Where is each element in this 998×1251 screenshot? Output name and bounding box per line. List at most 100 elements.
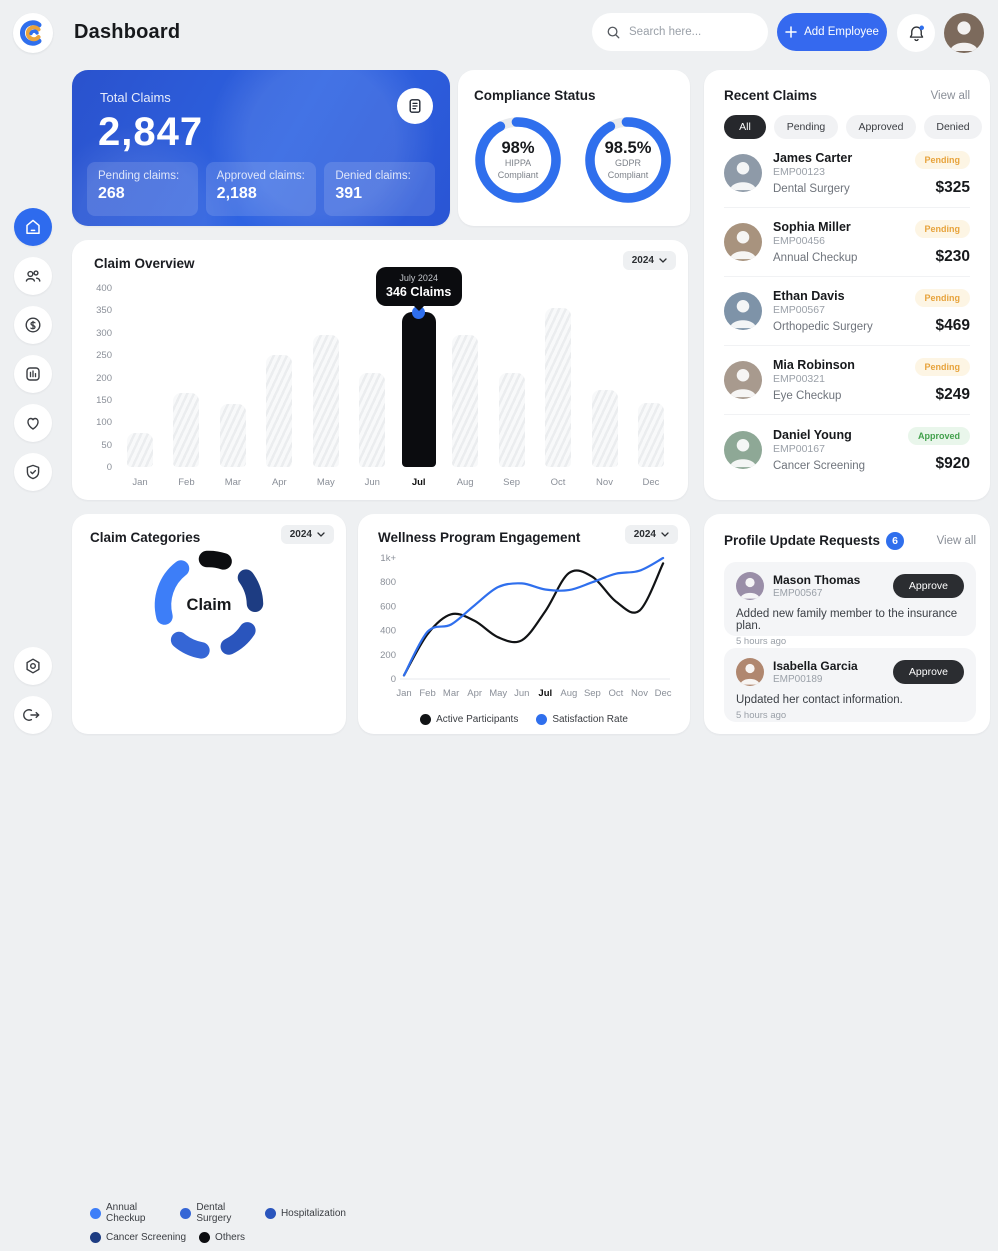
chart-tooltip: July 2024 346 Claims xyxy=(375,267,462,311)
svg-text:Jun: Jun xyxy=(514,688,529,699)
logo-icon xyxy=(20,20,42,46)
avatar-photo xyxy=(944,13,984,53)
x-axis-tick: Jul xyxy=(411,477,426,488)
total-claims-card: Total Claims 2,847 Pending claims: 268 App… xyxy=(72,70,450,226)
request-header: Mason Thomas EMP00567 Approve xyxy=(736,572,964,600)
svg-text:200: 200 xyxy=(380,650,396,661)
profile-request-card: Isabella Garcia EMP00189 Approve Updated he… xyxy=(724,648,976,722)
bar-feb[interactable] xyxy=(173,393,200,467)
claim-right: Pending $230 xyxy=(914,219,970,266)
wellness-card: Wellness Program Engagement 2024 0 200 400… xyxy=(358,514,690,734)
bar-sep[interactable] xyxy=(498,373,525,467)
x-axis-tick: Oct xyxy=(550,477,566,488)
claim-row[interactable]: Mia Robinson EMP00321 Eye Checkup Pending $2… xyxy=(724,346,970,415)
donut-slice-dental-surgery[interactable] xyxy=(170,631,210,659)
claim-amount: $920 xyxy=(935,455,970,472)
requests-count-badge: 6 xyxy=(886,532,905,550)
y-axis-tick: 350 xyxy=(96,305,112,317)
stat-value: 2,188 xyxy=(216,185,257,202)
recent-claims-view-all-link[interactable]: View all xyxy=(930,89,970,102)
claim-avatar xyxy=(724,361,762,399)
claim-overview-card: Claim Overview 2024 400 350 300 250 200 150 10… xyxy=(72,240,688,500)
profile-requests-view-all-link[interactable]: View all xyxy=(936,535,976,547)
bar-apr[interactable] xyxy=(266,355,293,467)
approve-button[interactable]: Approve xyxy=(892,574,964,598)
claim-overview-year-dropdown[interactable]: 2024 xyxy=(622,251,676,270)
claim-row[interactable]: Ethan Davis EMP00567 Orthopedic Surgery Pen… xyxy=(724,277,970,346)
claim-categories-card: Claim Categories 2024 Claim Annual Check… xyxy=(72,514,346,1243)
filter-chip-approved[interactable]: Approved xyxy=(846,115,916,139)
app-logo[interactable] xyxy=(13,13,53,53)
request-name: Mason Thomas xyxy=(773,573,861,587)
search-input[interactable] xyxy=(629,26,739,38)
claim-row[interactable]: Sophia Miller EMP00456 Annual Checkup Pendi… xyxy=(724,208,970,277)
status-badge: Pending xyxy=(914,219,970,238)
request-name: Isabella Garcia xyxy=(773,659,858,673)
bar-oct[interactable] xyxy=(545,308,572,467)
sidebar-item-home[interactable] xyxy=(14,208,52,246)
filter-chip-all[interactable]: All xyxy=(724,115,766,139)
claims-report-button[interactable] xyxy=(397,88,433,124)
claim-row[interactable]: James Carter EMP00123 Dental Surgery Pendin… xyxy=(724,139,970,208)
sidebar-item-wellness[interactable] xyxy=(14,404,52,442)
settings-icon xyxy=(26,658,40,674)
claim-right: Pending $249 xyxy=(914,357,970,404)
claim-employee-id: EMP00123 xyxy=(773,166,825,178)
gauge-ring xyxy=(585,117,671,203)
sidebar-item-reports[interactable] xyxy=(14,355,52,393)
notifications-button[interactable] xyxy=(897,14,935,52)
claim-row[interactable]: Daniel Young EMP00167 Cancer Screening Appr… xyxy=(724,415,970,484)
claim-info: Daniel Young EMP00167 Cancer Screening xyxy=(762,428,908,472)
user-avatar[interactable] xyxy=(944,13,984,53)
bar-mar[interactable] xyxy=(219,404,246,467)
claim-name: Daniel Young xyxy=(773,427,852,442)
bar-jan[interactable] xyxy=(127,433,153,467)
sidebar-item-billing[interactable] xyxy=(14,306,52,344)
search-icon xyxy=(607,26,620,38)
claim-overview-title: Claim Overview xyxy=(94,256,195,271)
bar-jun[interactable] xyxy=(359,373,386,467)
svg-text:400: 400 xyxy=(380,626,396,637)
filter-chip-pending[interactable]: Pending xyxy=(774,115,838,139)
status-badge: Pending xyxy=(914,150,970,169)
claim-info: Mia Robinson EMP00321 Eye Checkup xyxy=(762,358,915,402)
legend-dot xyxy=(264,1207,276,1219)
donut-slice-cancer-screening[interactable] xyxy=(237,569,264,613)
approve-button[interactable]: Approve xyxy=(892,660,964,684)
svg-text:1k+: 1k+ xyxy=(380,553,396,564)
avatar-photo xyxy=(736,658,764,686)
claim-treatment: Annual Checkup xyxy=(773,252,858,264)
sidebar-item-employees[interactable] xyxy=(14,257,52,295)
year-value: 2024 xyxy=(633,529,656,540)
claim-avatar xyxy=(724,292,762,330)
wellness-year-dropdown[interactable]: 2024 xyxy=(624,525,678,544)
legend-item: Cancer Screening xyxy=(90,1232,186,1243)
bar-jul[interactable] xyxy=(401,312,436,467)
filter-chip-denied[interactable]: Denied xyxy=(924,115,982,139)
search-bar[interactable] xyxy=(592,13,768,51)
donut-slice-hospitalization[interactable] xyxy=(220,622,256,655)
gauge-text: 98% HIPPA Compliant xyxy=(470,112,566,208)
claims-stat-box: Denied claims: 391 xyxy=(324,162,436,216)
legend-row: Cancer Screening Others xyxy=(90,1232,346,1243)
add-employee-button[interactable]: Add Employee xyxy=(777,13,887,51)
y-axis-tick: 250 xyxy=(96,350,112,362)
claim-categories-year-dropdown[interactable]: 2024 xyxy=(280,525,334,544)
y-axis-tick: 150 xyxy=(96,394,112,406)
sidebar-item-compliance[interactable] xyxy=(14,453,52,491)
bar-may[interactable] xyxy=(312,335,339,467)
request-employee-id: EMP00189 xyxy=(773,674,823,685)
compliance-title: Compliance Status xyxy=(474,88,596,103)
year-value: 2024 xyxy=(289,529,312,540)
svg-text:600: 600 xyxy=(380,601,396,612)
bar-aug[interactable] xyxy=(452,335,479,467)
x-axis-tick: Jan xyxy=(132,477,148,488)
sidebar-item-logout[interactable] xyxy=(14,696,52,734)
donut-slice-others[interactable] xyxy=(198,550,232,570)
bar-nov[interactable] xyxy=(591,390,618,467)
bar-dec[interactable] xyxy=(637,403,664,467)
recent-claims-title: Recent Claims xyxy=(724,88,818,103)
donut-slice-annual-checkup[interactable] xyxy=(154,560,190,625)
sidebar-item-settings[interactable] xyxy=(14,647,52,685)
categories-legend: Annual Checkup Dental Surgery Hospitalizat… xyxy=(90,1202,346,1251)
